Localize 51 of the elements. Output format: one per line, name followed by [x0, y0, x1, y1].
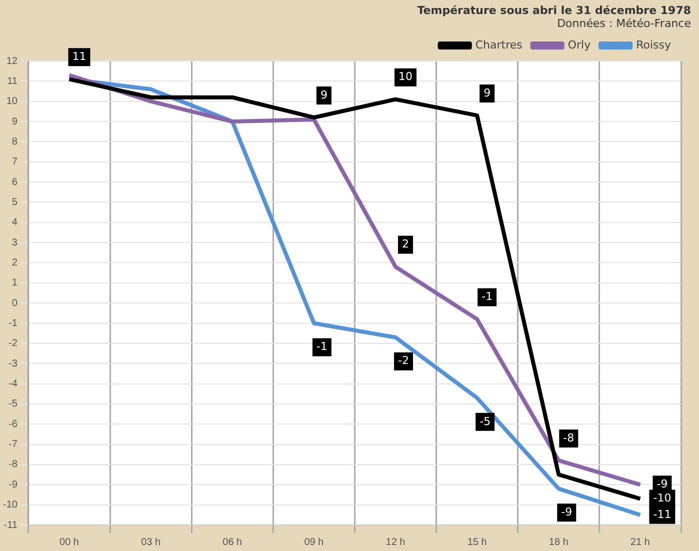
y-tick-label: -5 [8, 398, 18, 410]
y-tick-label: -10 [3, 500, 18, 511]
data-label: 9 [320, 88, 328, 102]
y-tick-label: 9 [12, 116, 18, 128]
data-label: -2 [398, 354, 409, 368]
y-tick-label: 0 [12, 298, 18, 309]
data-label: 9 [484, 86, 491, 100]
y-tick-label: 8 [12, 136, 18, 148]
y-tick-label: -1 [8, 318, 18, 330]
y-tick-label: 11 [7, 76, 18, 87]
chart-subtitle: Données : Météo-France [556, 17, 691, 30]
x-tick-label: 21 h [630, 536, 650, 548]
data-label: 2 [402, 238, 410, 251]
y-tick-label: -11 [4, 520, 18, 531]
x-tick-label: 09 h [304, 536, 324, 548]
y-tick-label: 1 [12, 278, 18, 289]
legend-label: Chartres [475, 38, 523, 52]
legend-label: Roissy [636, 38, 672, 52]
y-tick-label: 3 [12, 237, 18, 248]
data-label: -1 [316, 340, 328, 354]
y-tick-label: 5 [12, 196, 18, 208]
y-tick-label: 4 [12, 217, 18, 228]
chart-title: Température sous abri le 31 décembre 1978 [417, 4, 691, 17]
y-tick-label: -2 [8, 338, 18, 350]
y-tick-label: -8 [8, 459, 18, 470]
legend-label: Orly [568, 38, 592, 52]
y-tick-label: 7 [12, 156, 18, 168]
y-tick-label: -7 [8, 439, 18, 450]
y-tick-label: 12 [6, 56, 18, 67]
x-tick-label: 06 h [222, 536, 242, 548]
data-label: 11 [72, 50, 86, 64]
data-label: -9 [656, 478, 668, 491]
data-label: -1 [482, 290, 493, 304]
y-tick-label: 6 [12, 176, 18, 188]
y-tick-label: 2 [12, 257, 18, 268]
data-label: -10 [653, 492, 672, 505]
x-tick-label: 00 h [60, 536, 79, 548]
y-tick-label: -4 [8, 378, 18, 390]
data-label: -11 [653, 508, 672, 521]
x-tick-label: 15 h [467, 536, 487, 548]
data-label: -8 [563, 431, 574, 444]
y-tick-label: -9 [8, 479, 18, 490]
x-tick-label: 18 h [548, 536, 568, 548]
y-tick-label: -6 [8, 418, 18, 430]
data-label: 10 [398, 70, 413, 84]
x-tick-label: 12 h [386, 536, 406, 548]
data-label: -5 [480, 414, 491, 428]
data-label: -9 [561, 506, 572, 519]
y-tick-label: 10 [6, 96, 18, 108]
y-tick-label: -3 [8, 358, 18, 370]
x-tick-label: 03 h [141, 536, 161, 548]
